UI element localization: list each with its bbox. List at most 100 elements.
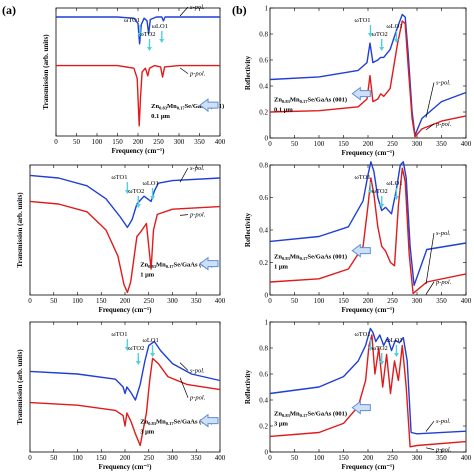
sample-label-part: Mn [156,418,166,425]
omega-label-o2: ωTO2 [139,31,155,38]
x-tick-label: 0 [28,297,32,305]
x-tick-label: 100 [72,297,83,305]
sample-label-part: Zn [274,97,282,104]
x-axis-label: Frequency (cm⁻¹) [99,306,153,314]
y-tick-label: 1 [265,5,269,13]
y-tick-label: 0.8 [259,345,268,353]
x-tick-label: 200 [120,454,131,462]
series-line-s-pol [269,327,467,435]
legend-label-s-pol: s-pol. [436,80,451,87]
sample-label-part: Mn [290,411,300,418]
x-tick-label: 350 [436,140,447,148]
omega-arrowhead-o2 [379,204,385,208]
x-tick-label: 100 [314,140,325,148]
series-line-p-pol [269,334,467,448]
legend-label-p-pol: p-pol. [189,71,206,78]
omega-label-o3: ωLO1 [386,337,402,344]
sample-label-part: Zn [274,411,282,418]
y-tick-label: 0.6 [259,57,268,65]
sample-label-part: Zn [140,261,148,268]
x-axis-label: Frequency (cm⁻¹) [112,147,166,155]
y-tick-label: 0 [265,292,269,300]
thickness-label: 3 μm [274,421,289,428]
legend-label-p-pol: p-pol. [189,212,206,219]
omega-arrowhead-o3 [159,39,165,43]
omega-label-o1: ωTO1 [111,174,127,181]
x-tick-label: 150 [96,454,107,462]
x-tick-label: 250 [387,454,398,462]
x-tick-label: 100 [92,138,103,146]
y-tick-label: 0.8 [259,31,268,39]
x-tick-label: 200 [133,138,144,146]
x-tick-label: 50 [50,297,58,305]
omega-label-o3: ωLO1 [386,180,402,187]
series-line-s-pol [269,161,467,286]
legend-pointer [425,82,435,118]
legend-pointer [179,214,189,216]
chart-b1: 0 50 100 150 200 250 300 350 400 0 0.2 0.4 0.6 0.8 1 Fr… [244,5,472,158]
legend-label-p-pol: p-pol. [435,447,452,454]
sample-label-part: 0.17 [300,413,309,418]
omega-label-o1: ωTO1 [354,331,370,338]
y-tick-label: 0.6 [259,194,268,202]
omega-label-o3: ωLO1 [386,23,402,30]
x-tick-label: 250 [387,297,398,305]
omega-arrowhead-o3 [150,353,156,357]
legend-label-p-pol: p-pol. [189,395,206,402]
sample-label-part: Mn [156,261,166,268]
omega-label-o1: ωTO1 [111,331,127,338]
sample-label-part: 0.83 [282,413,291,418]
x-axis-label: Frequency (cm⁻¹) [342,149,396,157]
x-tick-label: 350 [436,454,447,462]
block-arrow-icon [199,98,219,113]
legend-pointer [179,377,189,398]
thickness-label: 3 μm [140,428,155,435]
omega-arrowhead-o3 [393,353,399,357]
sample-label-part: 0.83 [148,264,157,269]
chart-a1: 0 50 100 150 200 250 300 350 400 Frequency (cm⁻¹)… [42,4,226,155]
x-tick-label: 0 [268,297,272,305]
legend-pointer [425,281,435,295]
x-tick-label: 50 [291,140,299,148]
sample-label-part: Se/GaAs (001) [174,418,214,425]
x-tick-label: 150 [112,138,123,146]
x-axis-label: Frequency (cm⁻¹) [342,463,396,471]
x-tick-label: 250 [387,140,398,148]
y-axis-label: Reflectivity [244,55,252,90]
sample-label-part: 0.17 [300,99,309,104]
sample-label: Zn0.83Mn0.17Se/GaAs (001) [140,418,213,426]
thickness-label: 0.1 μm [274,107,293,114]
omega-label-o2: ωTO2 [372,188,388,195]
chart-a3: 0 50 100 150 200 250 300 350 400 Frequency (cm⁻¹)… [16,321,226,471]
thickness-label: 1 μm [140,271,155,278]
x-tick-label: 300 [167,297,178,305]
y-tick-label: 0.4 [259,397,268,405]
x-tick-label: 250 [144,454,155,462]
omega-arrowhead-o1 [367,33,373,37]
y-tick-label: 0 [265,449,269,457]
omega-arrowhead-o2 [135,361,141,365]
x-tick-label: 0 [28,454,32,462]
x-tick-label: 0 [54,138,58,146]
x-tick-label: 150 [338,140,349,148]
sample-label: Zn0.83Mn0.17Se/GaAs (001) [140,261,213,269]
x-tick-label: 300 [412,454,423,462]
sample-label-part: 0.17 [166,264,175,269]
omega-arrowhead-o1 [124,190,130,194]
sample-label: Zn0.83Mn0.17Se/GaAs (001) [274,254,347,262]
x-tick-label: 100 [314,454,325,462]
thickness-label: 0.1 μm [151,113,170,120]
y-tick-label: 1 [265,319,269,327]
legend-pointer [179,362,189,371]
legend-label-s-pol: s-pol. [436,230,451,237]
x-tick-label: 100 [314,297,325,305]
x-tick-label: 150 [338,454,349,462]
thickness-label: 1 μm [274,264,289,271]
series-line-s-pol [269,13,467,137]
sample-label-part: Se/GaAs (001) [174,261,214,268]
x-tick-label: 50 [50,454,58,462]
y-tick-label: 0 [265,135,269,143]
block-arrow-icon [351,86,371,101]
sample-label-part: 0.83 [282,99,291,104]
y-axis-label: Transmission (arb. units) [16,192,24,268]
